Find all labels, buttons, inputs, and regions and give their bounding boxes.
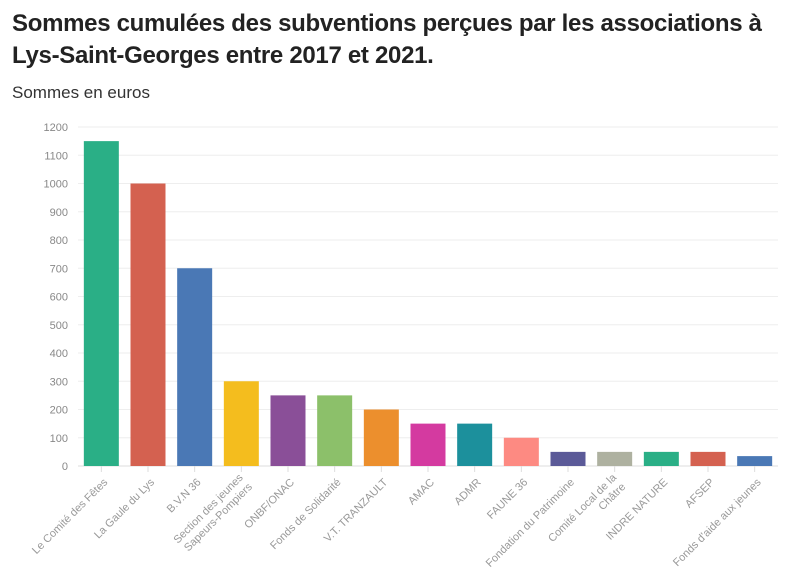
y-tick-label: 200 xyxy=(50,405,68,417)
x-tick-label-line: ADMR xyxy=(452,476,483,507)
x-tick-label-line: Fonds d'aide aux jeunes xyxy=(671,476,764,569)
bar xyxy=(83,141,119,466)
x-tick-label-line: AFSEP xyxy=(683,476,717,510)
bar xyxy=(737,456,773,466)
y-tick-label: 500 xyxy=(50,320,68,332)
bar xyxy=(457,423,493,466)
x-tick-label: AMAC xyxy=(406,476,437,507)
bar xyxy=(550,451,586,466)
y-tick-label: 900 xyxy=(50,207,68,219)
y-tick-label: 300 xyxy=(50,376,68,388)
x-tick-label-line: AMAC xyxy=(406,476,437,507)
x-tick-label-line: FAUNE 36 xyxy=(485,476,530,521)
y-tick-label: 700 xyxy=(50,263,68,275)
bar xyxy=(130,183,166,466)
x-tick-label: B.V.N 36 xyxy=(165,476,204,515)
x-tick-label-line: B.V.N 36 xyxy=(165,476,204,515)
chart-subtitle: Sommes en euros xyxy=(12,83,150,102)
y-tick-label: 1000 xyxy=(44,179,68,191)
bar xyxy=(177,268,213,466)
chart-title: Sommes cumulées des subventions perçues … xyxy=(12,10,762,69)
y-tick-label: 600 xyxy=(50,292,68,304)
x-tick-label: Fonds d'aide aux jeunes xyxy=(671,476,764,569)
bar xyxy=(690,451,726,466)
bar xyxy=(223,381,259,466)
x-tick-label: Le Comité des Fêtes xyxy=(30,476,111,557)
y-tick-label: 1100 xyxy=(44,150,68,162)
bar xyxy=(503,437,539,466)
y-tick-label: 100 xyxy=(50,433,68,445)
x-tick-label-line: Le Comité des Fêtes xyxy=(30,476,111,557)
bar xyxy=(363,409,399,466)
x-tick-label: ADMR xyxy=(452,476,483,507)
bar xyxy=(317,395,353,466)
y-tick-label: 800 xyxy=(50,235,68,247)
y-tick-label: 1200 xyxy=(44,122,68,134)
y-tick-label: 400 xyxy=(50,348,68,360)
x-tick-label: FAUNE 36 xyxy=(485,476,530,521)
bar xyxy=(410,423,446,466)
bar xyxy=(270,395,306,466)
x-tick-label: Comité Local de laChâtre xyxy=(546,471,629,554)
bar xyxy=(643,451,679,466)
x-tick-label: AFSEP xyxy=(683,476,717,510)
y-tick-label: 0 xyxy=(62,461,68,473)
bar xyxy=(597,451,633,466)
x-tick-label: Section des jeunesSapeurs-Pompiers xyxy=(171,472,255,556)
